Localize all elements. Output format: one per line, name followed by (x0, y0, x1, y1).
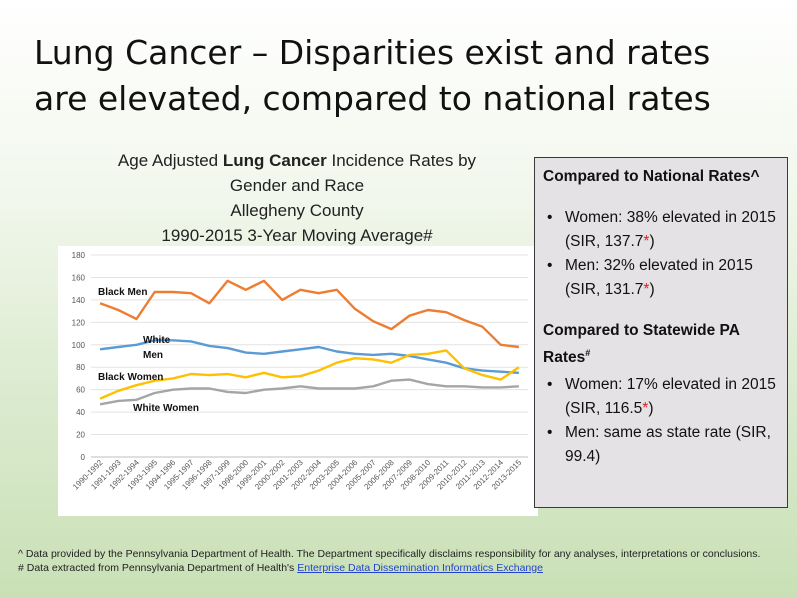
comparison-box: Compared to National Rates^ Women: 38% e… (534, 157, 788, 508)
significance-star: * (643, 233, 650, 250)
chart-title-prefix: Age Adjusted (117, 151, 223, 170)
series-line-black-men (99, 279, 520, 349)
chart-title-bold: Lung Cancer (222, 151, 327, 170)
series-line-black-women (99, 349, 520, 400)
state-list: Women: 17% elevated in 2015 (SIR, 116.5*… (543, 373, 779, 469)
chart-title-line4: 1990-2015 3-Year Moving Average# (161, 226, 433, 245)
national-women-text: Women: 38% elevated in 2015 (SIR, 137.7 (565, 209, 776, 250)
label-white-men-line1: White (143, 335, 171, 346)
y-tick-label: 20 (76, 431, 85, 440)
slide-title: Lung Cancer – Disparities exist and rate… (34, 33, 711, 118)
series-line-white-women (99, 378, 519, 406)
y-tick-label: 0 (81, 453, 86, 462)
footnotes: ^ Data provided by the Pennsylvania Depa… (18, 547, 788, 575)
chart-title-line3: Allegheny County (230, 201, 364, 220)
state-heading: Compared to Statewide PA Rates# (543, 320, 779, 369)
y-tick-label: 180 (72, 251, 86, 260)
label-black-men: Black Men (98, 287, 147, 298)
y-tick-label: 40 (76, 408, 85, 417)
footnote-caret: ^ Data provided by the Pennsylvania Depa… (18, 548, 761, 560)
state-item-men: Men: same as state rate (SIR, 99.4) (543, 421, 779, 469)
label-white-women: White Women (133, 403, 199, 414)
edd-link[interactable]: Enterprise Data Dissemination Informatic… (297, 562, 543, 574)
footnote-hash-text: # Data extracted from Pennsylvania Depar… (18, 562, 298, 574)
chart-title-line2: Gender and Race (229, 176, 365, 195)
significance-star: * (642, 400, 649, 418)
national-item-men: Men: 32% elevated in 2015 (SIR, 131.7*) (543, 254, 779, 302)
y-tick-label: 60 (76, 386, 85, 395)
chart-title: Age Adjusted Lung Cancer Incidence Rates… (92, 148, 502, 248)
national-men-text: Men: 32% elevated in 2015 (SIR, 131.7 (565, 257, 753, 298)
y-tick-label: 120 (72, 318, 86, 327)
y-tick-label: 140 (72, 296, 86, 305)
y-tick-label: 160 (72, 273, 86, 282)
state-item-women: Women: 17% elevated in 2015 (SIR, 116.5*… (543, 373, 779, 421)
state-heading-sup: # (585, 348, 591, 358)
chart-title-suffix: Incidence Rates by (326, 151, 477, 170)
national-item-women: Women: 38% elevated in 2015 (SIR, 137.7*… (543, 206, 779, 254)
state-women-tail: ) (648, 400, 654, 418)
y-tick-label: 80 (76, 363, 85, 372)
series-line-white-men (99, 339, 519, 374)
label-black-women: Black Women (98, 372, 163, 383)
state-women-text: Women: 17% elevated in 2015 (SIR, 116.5 (565, 376, 776, 418)
national-heading: Compared to National Rates^ (543, 168, 760, 185)
footnote-hash: # Data extracted from Pennsylvania Depar… (18, 561, 788, 575)
significance-star: * (643, 281, 650, 298)
label-white-men-line2: Men (143, 350, 163, 361)
state-men-text: Men: same as state rate (SIR, 99.4) (565, 424, 771, 466)
national-list: Women: 38% elevated in 2015 (SIR, 137.7*… (543, 206, 779, 302)
national-men-tail: ) (649, 281, 655, 298)
national-women-tail: ) (649, 233, 655, 250)
y-tick-label: 100 (72, 341, 86, 350)
state-heading-text: Compared to Statewide PA Rates (543, 322, 740, 367)
